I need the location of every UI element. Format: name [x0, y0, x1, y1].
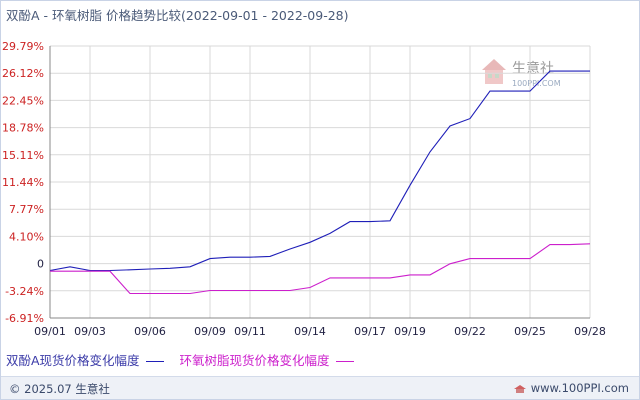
y-tick-label: 15.11% [2, 149, 44, 162]
series-line-1 [49, 70, 590, 272]
y-tick-label: 29.79% [2, 40, 44, 53]
x-tick-labels: 09/01 09/03 09/06 09/09 09/11 09/14 09/17 09/19… [34, 325, 606, 338]
y-tick-label: -3.24% [5, 285, 44, 298]
y-tick-label: 18.78% [2, 122, 44, 135]
y-tick-label: 11.44% [2, 176, 44, 189]
x-tick-label: 09/19 [394, 325, 426, 338]
footer-bar: © 2025.07 生意社 www.100PPI.com [1, 376, 639, 399]
y-tick-label: 22.45% [2, 94, 44, 107]
x-tick-label: 09/09 [194, 325, 226, 338]
legend-item-series2: 环氧树脂现货价格变化幅度 [180, 350, 354, 369]
legend-label-series2: 环氧树脂现货价格变化幅度 [179, 353, 330, 368]
legend-label-series1: 双酚A现货价格变化幅度 [6, 353, 140, 368]
y-tick-label: -6.91% [5, 312, 44, 325]
house-icon [513, 384, 526, 393]
footer-copyright: © 2025.07 生意社 [9, 382, 110, 396]
legend: 双酚A现货价格变化幅度 环氧树脂现货价格变化幅度 [6, 350, 366, 369]
x-tick-label: 09/17 [354, 325, 386, 338]
y-tick-label: 7.77% [9, 203, 44, 216]
chart-title: 双酚A - 环氧树脂 价格趋势比较(2022-09-01 - 2022-09-2… [6, 8, 349, 23]
watermark-domain: 100PPI.COM [512, 79, 561, 88]
y-tick-label: 0 [37, 258, 44, 271]
legend-swatch-series1 [145, 361, 164, 362]
x-tick-label: 09/06 [134, 325, 166, 338]
x-tick-label: 09/22 [454, 325, 486, 338]
footer-site-text: www.100PPI.com [530, 381, 629, 395]
footer-site-link[interactable]: www.100PPI.com [513, 381, 629, 395]
series-line-2 [50, 243, 591, 295]
y-tick-label: 4.10% [9, 230, 44, 243]
x-tick-label: 09/03 [74, 325, 106, 338]
x-tick-label: 09/14 [294, 325, 326, 338]
x-tick-label: 09/25 [514, 325, 546, 338]
y-tick-labels: 29.79% 26.12% 22.45% 18.78% 15.11% 11.44% 7.77… [2, 40, 44, 325]
x-tick-label: 09/11 [234, 325, 266, 338]
grid-lines [49, 45, 591, 319]
axes [49, 46, 590, 319]
y-tick-label: 26.12% [2, 67, 44, 80]
series-lines [49, 70, 591, 295]
legend-item-series1: 双酚A现货价格变化幅度 [6, 350, 164, 369]
x-tick-label: 09/01 [34, 325, 66, 338]
legend-swatch-series2 [335, 361, 354, 362]
x-tick-label: 09/28 [574, 325, 606, 338]
